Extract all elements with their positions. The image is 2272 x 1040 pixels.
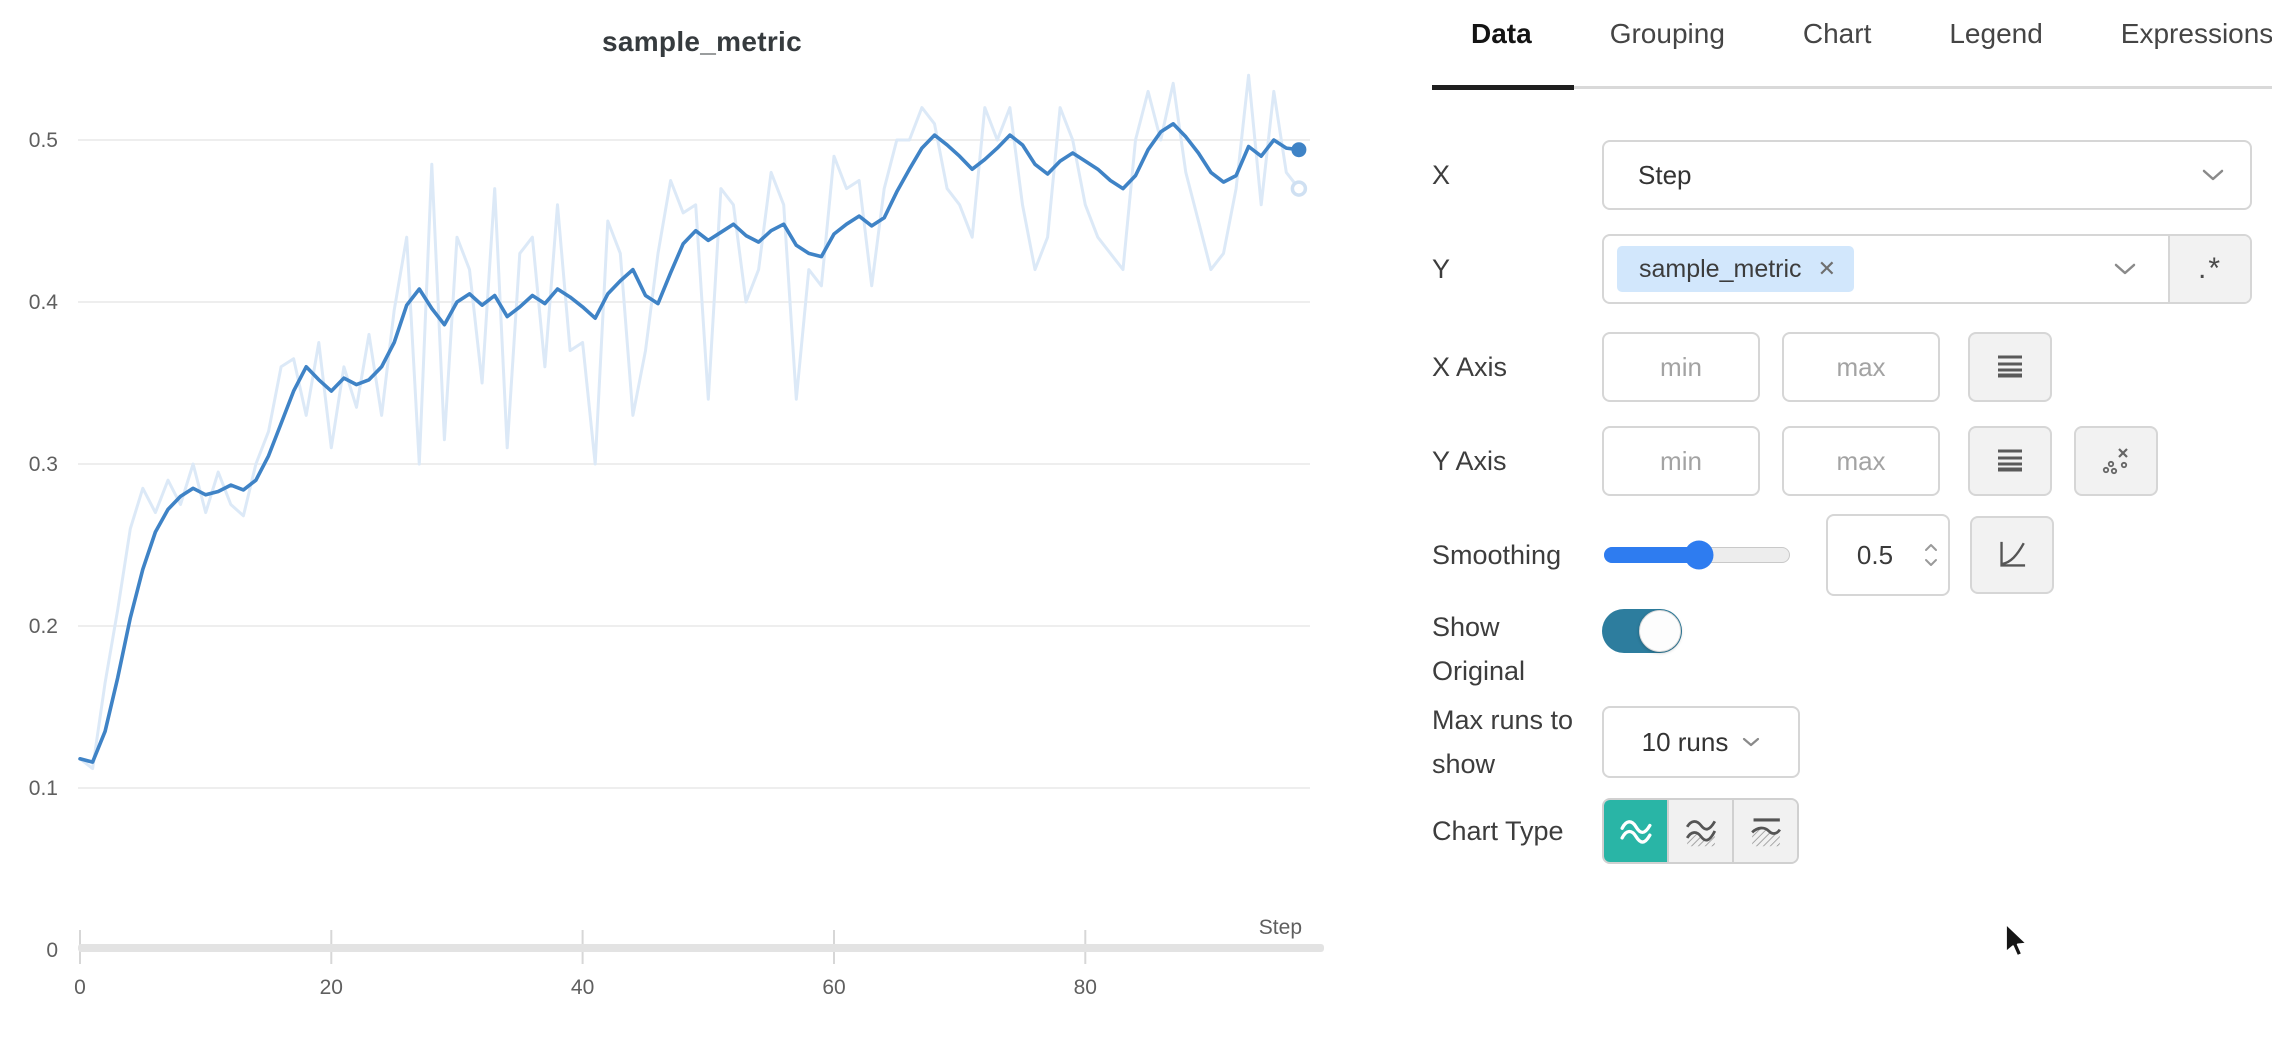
tab-chart[interactable]: Chart xyxy=(1802,18,1872,49)
x-field-label: X xyxy=(1432,160,1451,190)
y-axis-max-input[interactable] xyxy=(1784,428,1938,494)
chevron-down-icon xyxy=(2114,263,2136,275)
regex-toggle-button[interactable]: .* xyxy=(2168,236,2250,302)
show-original-label: Show Original xyxy=(1432,612,1526,686)
chevron-down-icon xyxy=(2202,169,2224,181)
y-axis-log-scale-button[interactable] xyxy=(1968,426,2052,496)
smoothing-label: Smoothing xyxy=(1432,540,1562,570)
metric-tag[interactable]: sample_metric ✕ xyxy=(1617,246,1854,292)
log-scale-icon xyxy=(1998,449,2022,472)
chart-type-stddev-band-button[interactable] xyxy=(1732,800,1797,862)
smoothing-slider-fill xyxy=(1604,546,1702,563)
x-axis-log-scale-button[interactable] xyxy=(1968,332,2052,402)
log-scale-icon xyxy=(1998,355,2022,378)
y-axis-min-input[interactable] xyxy=(1604,428,1758,494)
tab-expressions[interactable]: Expressions xyxy=(2120,18,2272,49)
y-select-group: sample_metric ✕ .* xyxy=(1602,234,2252,304)
smoothing-value-input[interactable] xyxy=(1828,516,1948,594)
config-panel: Data Grouping Chart Legend Expressions X… xyxy=(1432,0,2272,1040)
tab-grouping[interactable]: Grouping xyxy=(1609,18,1725,49)
svg-text:0: 0 xyxy=(46,939,58,962)
smoothing-slider[interactable] xyxy=(1604,540,1790,570)
metric-tag-label: sample_metric xyxy=(1639,254,1802,283)
y-axis-min-input-box xyxy=(1602,426,1760,496)
smoothing-slider-thumb[interactable] xyxy=(1684,540,1714,570)
svg-text:Step: Step xyxy=(1259,916,1302,939)
x-axis-min-input-box xyxy=(1602,332,1760,402)
svg-text:0.4: 0.4 xyxy=(29,291,59,314)
tab-bar: Data Grouping Chart Legend Expressions xyxy=(1432,18,2272,50)
ignore-outliers-icon xyxy=(2102,448,2128,475)
tab-data[interactable]: Data xyxy=(1471,18,1532,49)
smoothing-curve-icon xyxy=(2000,541,2026,567)
x-axis-max-input-box xyxy=(1782,332,1940,402)
svg-text:0.5: 0.5 xyxy=(29,129,58,152)
x-axis-max-input[interactable] xyxy=(1784,334,1938,400)
tab-legend[interactable]: Legend xyxy=(1949,18,2043,49)
tab-underline-track xyxy=(1432,86,2272,89)
svg-text:0.2: 0.2 xyxy=(29,615,58,638)
y-axis-ignore-outliers-button[interactable] xyxy=(2074,426,2158,496)
max-runs-value: 10 runs xyxy=(1641,726,1729,757)
x-select[interactable]: Step xyxy=(1602,140,2252,210)
toggle-knob xyxy=(1639,610,1681,652)
chart-type-minmax-area-button[interactable] xyxy=(1667,800,1732,862)
chevron-down-icon xyxy=(1925,559,1937,566)
remove-metric-icon[interactable]: ✕ xyxy=(1817,256,1836,281)
chevron-down-icon xyxy=(1743,737,1760,747)
chevron-up-icon xyxy=(1925,544,1937,551)
smoothing-type-button[interactable] xyxy=(1970,516,2054,594)
line-chart[interactable]: 0 0.1 0.2 0.3 0.4 0.5 0 20 40 60 80 Step xyxy=(0,0,1420,1040)
x-select-value: Step xyxy=(1638,159,1692,190)
svg-text:20: 20 xyxy=(320,976,343,999)
regex-icon: .* xyxy=(2197,252,2222,285)
chart-type-label: Chart Type xyxy=(1432,816,1564,846)
smoothing-stepper[interactable] xyxy=(1924,543,1938,567)
tab-active-underline xyxy=(1432,85,1574,90)
chart-type-line-button[interactable] xyxy=(1604,800,1667,862)
x-axis-min-input[interactable] xyxy=(1604,334,1758,400)
svg-text:80: 80 xyxy=(1074,976,1097,999)
minmax-area-icon xyxy=(1685,820,1716,847)
line-plot-icon xyxy=(1619,820,1652,844)
smoothing-value-box xyxy=(1826,514,1950,596)
svg-text:60: 60 xyxy=(822,976,845,999)
chart-type-group xyxy=(1602,798,1799,864)
svg-text:0.1: 0.1 xyxy=(29,777,58,800)
svg-text:0.3: 0.3 xyxy=(29,453,58,476)
svg-text:40: 40 xyxy=(571,976,594,999)
mouse-cursor xyxy=(2005,923,2028,957)
max-runs-select[interactable]: 10 runs xyxy=(1602,706,1800,778)
y-field-label: Y xyxy=(1432,254,1451,284)
max-runs-label: Max runs to show xyxy=(1432,705,1574,779)
stddev-band-icon xyxy=(1750,818,1781,847)
chart-title: sample_metric xyxy=(601,26,802,57)
svg-text:0: 0 xyxy=(74,976,86,999)
y-axis-label: Y Axis xyxy=(1432,446,1507,476)
show-original-toggle[interactable] xyxy=(1602,609,1682,653)
y-select[interactable]: sample_metric ✕ xyxy=(1604,236,2168,302)
x-axis-label: X Axis xyxy=(1432,352,1508,382)
y-axis-max-input-box xyxy=(1782,426,1940,496)
